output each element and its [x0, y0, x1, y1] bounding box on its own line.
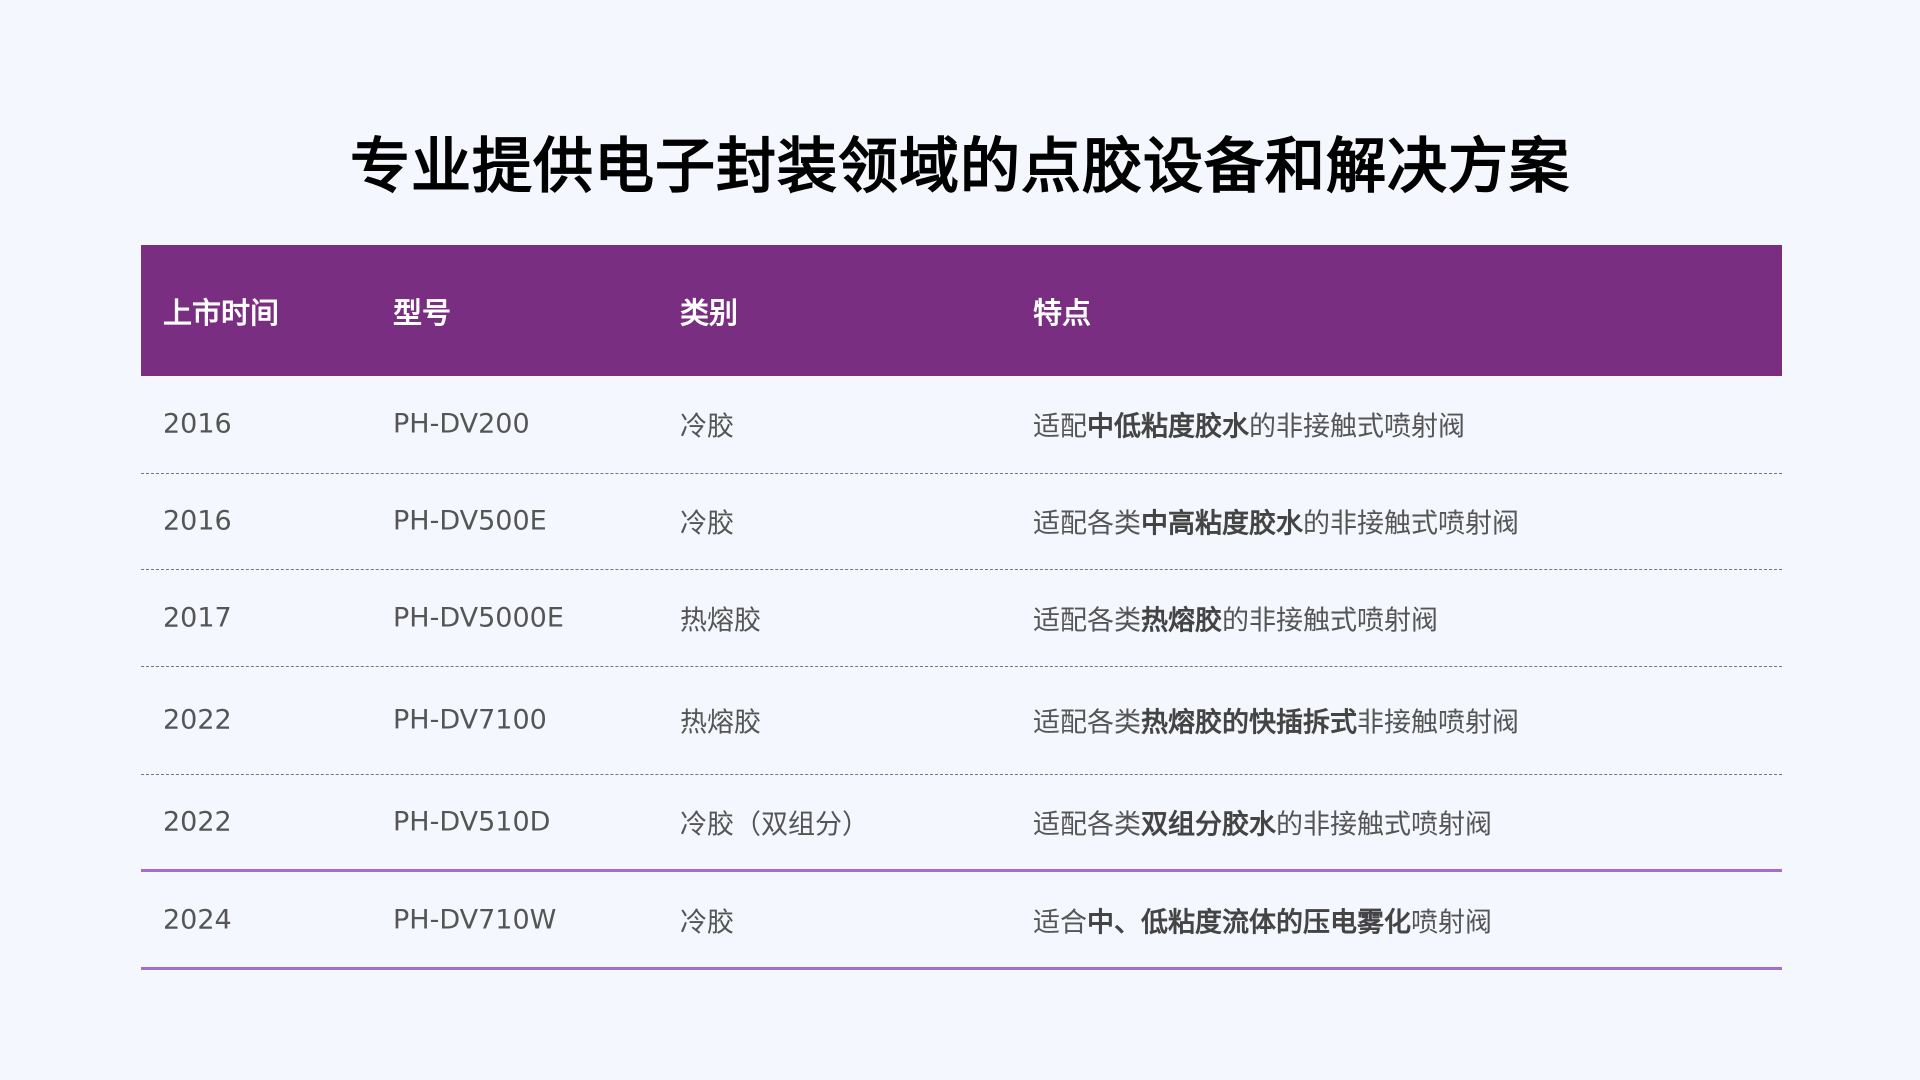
year-cell: 2022 — [163, 806, 232, 838]
features-cell: 适配各类热熔胶的快插拆式非接触喷射阀 — [1033, 701, 1519, 740]
category-cell: 冷胶（双组分） — [680, 809, 869, 841]
features-cell: 适配各类中高粘度胶水的非接触式喷射阀 — [1033, 502, 1519, 541]
header-features: 特点 — [1033, 295, 1092, 330]
table-header: 上市时间 型号 类别 特点 — [141, 245, 1782, 376]
table-row: 2022 PH-DV510D 冷胶（双组分） 适配各类双组分胶水的非接触式喷射阀 — [141, 775, 1782, 872]
category-cell: 冷胶 — [680, 411, 734, 443]
year-cell: 2016 — [163, 408, 232, 440]
table-row: 2022 PH-DV7100 热熔胶 适配各类热熔胶的快插拆式非接触喷射阀 — [141, 667, 1782, 775]
table-row: 2016 PH-DV200 冷胶 适配中低粘度胶水的非接触式喷射阀 — [141, 376, 1782, 474]
category-cell: 冷胶 — [680, 907, 734, 938]
feature-highlight: 热熔胶 — [1141, 605, 1222, 637]
model-cell: PH-DV5000E — [393, 602, 564, 634]
features-cell: 适配各类热熔胶的非接触式喷射阀 — [1033, 598, 1438, 637]
header-category: 类别 — [680, 295, 739, 330]
feature-text: 非接触喷射阀 — [1357, 707, 1519, 739]
feature-text: 适配各类 — [1033, 809, 1141, 841]
feature-text: 的非接触式喷射阀 — [1276, 809, 1492, 841]
features-cell: 适配各类双组分胶水的非接触式喷射阀 — [1033, 803, 1492, 842]
table-row: 2016 PH-DV500E 冷胶 适配各类中高粘度胶水的非接触式喷射阀 — [141, 474, 1782, 570]
model-cell: PH-DV200 — [393, 408, 530, 440]
feature-text: 适合 — [1033, 907, 1087, 938]
feature-highlight: 热熔胶的快插拆式 — [1141, 707, 1357, 739]
feature-highlight: 中低粘度胶水 — [1087, 411, 1249, 443]
model-cell: PH-DV7100 — [393, 704, 547, 736]
features-cell: 适配中低粘度胶水的非接触式喷射阀 — [1033, 405, 1465, 444]
year-cell: 2017 — [163, 602, 232, 634]
table-row: 2017 PH-DV5000E 热熔胶 适配各类热熔胶的非接触式喷射阀 — [141, 570, 1782, 667]
feature-text: 适配各类 — [1033, 707, 1141, 739]
year-cell: 2024 — [163, 904, 232, 935]
feature-highlight: 中高粘度胶水 — [1141, 508, 1303, 540]
category-cell: 热熔胶 — [680, 605, 761, 637]
category-cell: 冷胶 — [680, 508, 734, 540]
feature-text: 的非接触式喷射阀 — [1222, 605, 1438, 637]
table-row: 2024 PH-DV710W 冷胶 适合中、低粘度流体的压电雾化喷射阀 — [141, 872, 1782, 970]
feature-text: 适配各类 — [1033, 508, 1141, 540]
feature-text: 喷射阀 — [1411, 907, 1492, 938]
features-cell: 适合中、低粘度流体的压电雾化喷射阀 — [1033, 900, 1492, 939]
header-launch-time: 上市时间 — [163, 295, 280, 330]
feature-text: 适配各类 — [1033, 605, 1141, 637]
year-cell: 2022 — [163, 704, 232, 736]
page-title: 专业提供电子封装领域的点胶设备和解决方案 — [350, 132, 1570, 202]
feature-text: 的非接触式喷射阀 — [1249, 411, 1465, 443]
model-cell: PH-DV500E — [393, 505, 547, 537]
feature-highlight: 中、低粘度流体的压电雾化 — [1087, 907, 1411, 938]
header-model: 型号 — [393, 295, 452, 330]
feature-text: 的非接触式喷射阀 — [1303, 508, 1519, 540]
feature-highlight: 双组分胶水 — [1141, 809, 1276, 841]
feature-text: 适配 — [1033, 411, 1087, 443]
model-cell: PH-DV710W — [393, 904, 557, 935]
model-cell: PH-DV510D — [393, 806, 551, 838]
category-cell: 热熔胶 — [680, 707, 761, 739]
year-cell: 2016 — [163, 505, 232, 537]
product-table: 上市时间 型号 类别 特点 2016 PH-DV200 冷胶 适配中低粘度胶水的非接触… — [141, 245, 1782, 970]
